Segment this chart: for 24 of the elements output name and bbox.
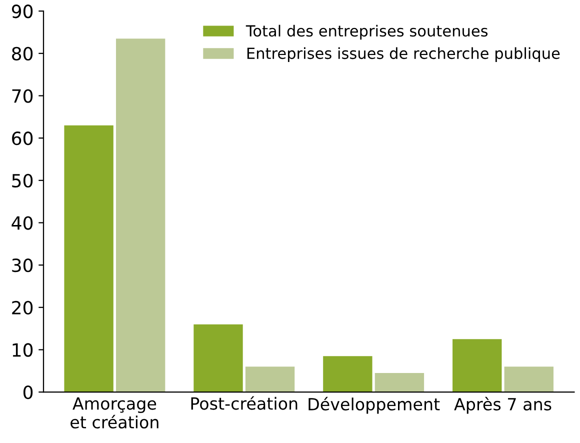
bar (116, 38, 166, 392)
bar (194, 324, 243, 392)
bar (323, 356, 372, 392)
y-tick-label: 60 (12, 132, 33, 146)
legend-label: Total des entreprises soutenues (246, 24, 488, 40)
x-tick-label: Post-création (191, 396, 298, 410)
y-tick-label: 70 (12, 89, 33, 103)
y-tick-label: 20 (12, 300, 33, 315)
bar (245, 366, 295, 392)
y-tick-label: 40 (12, 216, 33, 230)
x-tick-label: Développement (308, 396, 440, 414)
y-tick-label: 80 (12, 46, 33, 61)
y-tick-label: 90 (12, 4, 33, 18)
bar (452, 339, 502, 392)
bar (374, 373, 424, 392)
x-tick-label: Après 7 ans (454, 396, 552, 414)
x-tick-label: Amorçage et création (70, 397, 158, 428)
y-tick-label: 0 (23, 386, 33, 400)
bar (504, 366, 554, 392)
y-tick-label: 30 (12, 258, 33, 272)
y-tick-label: 10 (12, 343, 33, 357)
legend-label: Entreprises issues de recherche publique (247, 47, 560, 62)
y-tick-label: 50 (12, 174, 33, 188)
bar (64, 125, 114, 392)
